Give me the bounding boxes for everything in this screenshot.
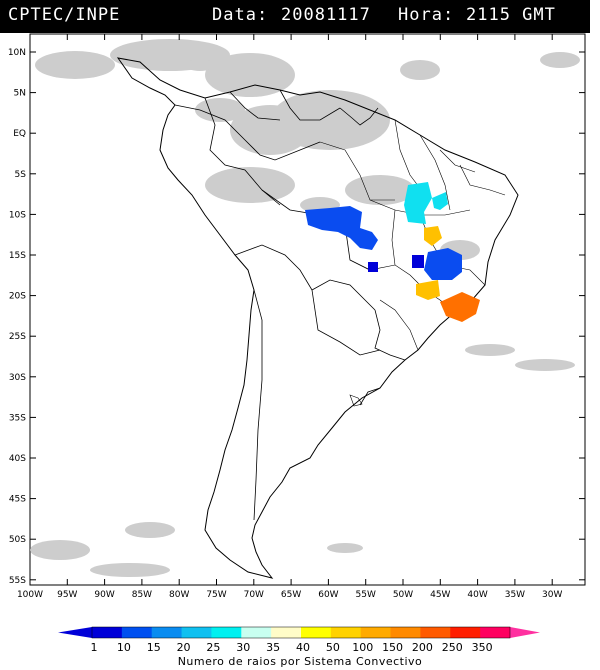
colorbar-arrow-left — [58, 627, 92, 638]
lon-label: 70W — [244, 590, 264, 600]
colorbar-tick: 15 — [146, 641, 161, 654]
colorbar-segment — [241, 627, 272, 638]
colorbar-tick: 1 — [90, 641, 98, 654]
colorbar-segment — [271, 627, 302, 638]
colorbar-tick: 350 — [471, 641, 493, 654]
lon-label: 45W — [430, 590, 450, 600]
colorbar-segment — [450, 627, 481, 638]
lat-label: 10N — [8, 48, 26, 58]
colorbar-arrow-right — [510, 627, 540, 638]
colorbar-segment — [330, 627, 362, 638]
colorbar-tick: 200 — [411, 641, 433, 654]
lon-label: 65W — [281, 590, 301, 600]
cloud-cover — [30, 39, 580, 577]
continent-outline — [116, 57, 519, 579]
source-label: CPTEC/INPE — [8, 5, 121, 25]
colorbar-tick: 50 — [325, 641, 340, 654]
colorbar-segment — [360, 627, 392, 638]
lat-label: 55S — [9, 576, 26, 586]
convective-cell-blue — [305, 206, 378, 250]
colorbar-segment — [151, 627, 183, 638]
lon-label: 85W — [132, 590, 152, 600]
colorbar-segment — [420, 627, 451, 638]
convective-cell-yellow — [416, 280, 440, 300]
lon-label: 40W — [467, 590, 487, 600]
date-label: Data: — [212, 5, 269, 25]
lat-label: 10S — [9, 210, 26, 220]
time-value: 2115 GMT — [466, 5, 556, 25]
lon-label: 30W — [542, 590, 562, 600]
lat-label: 35S — [9, 413, 26, 423]
lat-label: 15S — [9, 251, 26, 261]
colorbar-tick: 10 — [116, 641, 131, 654]
colorbar-tick: 40 — [296, 641, 310, 654]
colorbar-tick: 250 — [441, 641, 463, 654]
lat-label: 30S — [9, 373, 26, 383]
lat-label: 40S — [9, 454, 26, 464]
convective-cell-dark — [412, 255, 424, 268]
lon-label: 35W — [505, 590, 525, 600]
colorbar-tick: 150 — [382, 641, 404, 654]
longitude-labels: 100W 95W 90W 85W 80W 75W 70W 65W 60W 55W 50W 45W 40W… — [17, 590, 563, 600]
convective-cell-cyan — [432, 192, 448, 210]
colorbar-caption: Numero de raios por Sistema Convectivo — [177, 655, 423, 668]
colorbar-tick: 25 — [206, 641, 221, 654]
lon-label: 75W — [206, 590, 226, 600]
colorbar-segment — [181, 627, 212, 638]
convective-cell-orange — [440, 292, 480, 322]
lon-label: 100W — [17, 590, 43, 600]
lat-label: 25S — [9, 332, 26, 342]
colorbar — [58, 626, 540, 639]
lon-label: 55W — [356, 590, 376, 600]
lon-label: 95W — [57, 590, 77, 600]
colorbar-tick: 20 — [176, 641, 191, 654]
latitude-labels: 10N 5N EQ 5S 10S 15S 20S 25S 30S 35S 40S 45S 50S 55S — [8, 48, 26, 586]
colorbar-segment — [92, 627, 123, 638]
lat-label: 5N — [14, 89, 26, 99]
time-label: Hora: — [398, 5, 455, 25]
title-bar: CPTEC/INPE Data: 20081117 Hora: 2115 GMT — [0, 0, 590, 33]
lon-label: 80W — [169, 590, 189, 600]
colorbar-segment — [480, 627, 511, 638]
lon-label: 50W — [393, 590, 413, 600]
convective-cell-yellow — [424, 226, 442, 246]
lon-label: 60W — [318, 590, 338, 600]
colorbar-tick: 30 — [236, 641, 251, 654]
colorbar-segment — [390, 627, 421, 638]
lat-label: 20S — [9, 292, 26, 302]
lat-label: 50S — [9, 535, 26, 545]
lon-label: 90W — [94, 590, 114, 600]
convective-cell-dark — [368, 262, 378, 272]
convective-cell-blue — [424, 248, 462, 280]
colorbar-tick: 35 — [266, 641, 281, 654]
convective-cell-cyan — [404, 182, 432, 224]
date-value: 20081117 — [281, 5, 371, 25]
colorbar-segment — [211, 627, 242, 638]
grid-ticks — [30, 34, 585, 585]
lat-label: EQ — [13, 129, 26, 139]
colorbar-segment — [121, 627, 153, 638]
lake-outline — [349, 394, 363, 407]
lat-label: 5S — [15, 170, 27, 180]
convective-systems — [305, 182, 480, 322]
lat-label: 45S — [9, 495, 26, 505]
colorbar-segment — [301, 627, 332, 638]
colorbar-tick: 100 — [352, 641, 374, 654]
